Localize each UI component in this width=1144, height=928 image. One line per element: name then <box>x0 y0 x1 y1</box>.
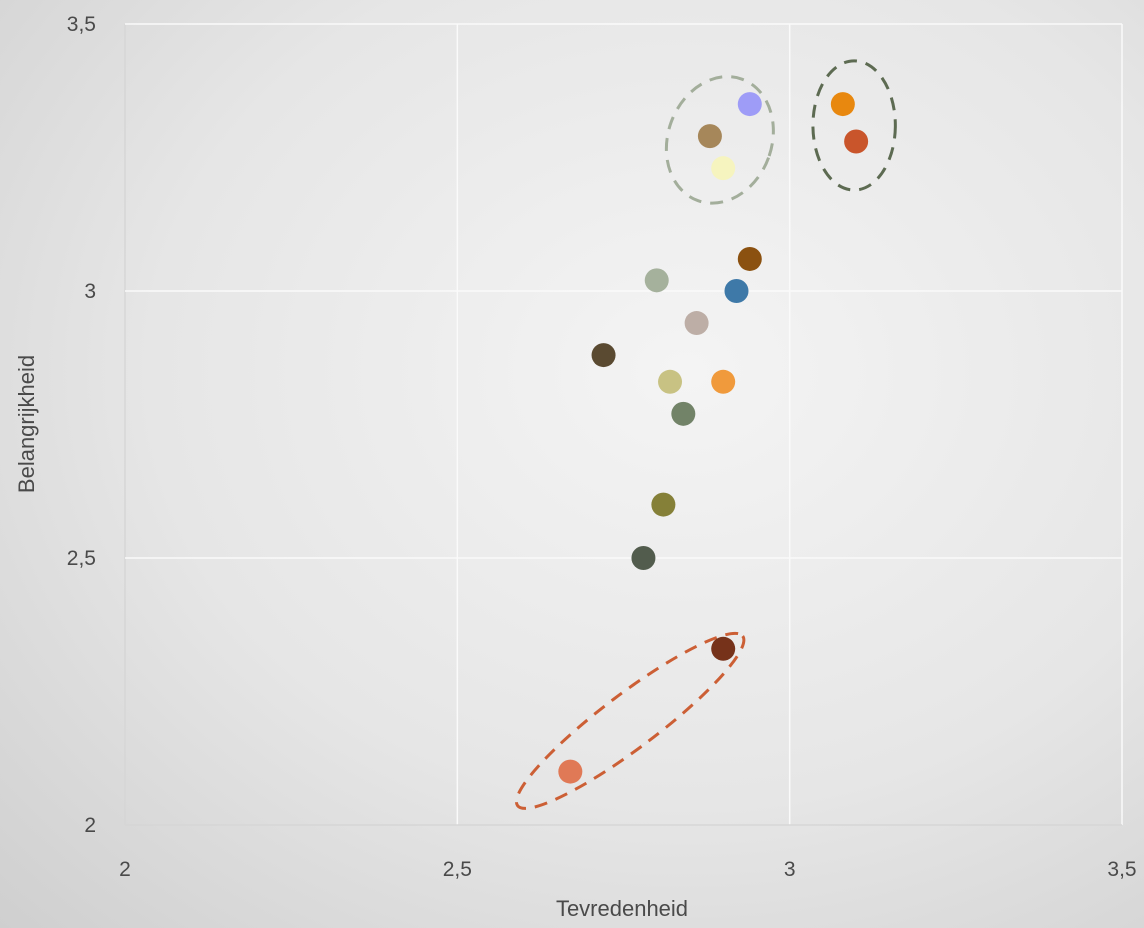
data-point <box>724 279 749 303</box>
gridlines <box>124 23 1123 826</box>
data-point <box>711 369 736 394</box>
y-tick-label: 3 <box>84 280 96 303</box>
y-tick-label: 2 <box>84 814 96 837</box>
data-point <box>697 124 722 149</box>
data-point <box>671 401 696 426</box>
data-point <box>591 343 616 368</box>
data-point <box>658 369 683 394</box>
tick-labels: 2 2,5 3 3,5 2 2,5 3 3,5 <box>67 13 1137 881</box>
cluster-ellipse <box>811 59 897 192</box>
y-tick-label: 2,5 <box>67 547 96 570</box>
cluster-ellipse <box>664 75 775 205</box>
data-point <box>830 92 855 117</box>
cluster-annotations <box>514 59 897 810</box>
x-tick-label: 2 <box>119 858 131 881</box>
data-point <box>844 129 869 154</box>
data-point <box>711 636 736 661</box>
data-points <box>558 92 869 784</box>
y-tick-label: 3,5 <box>67 13 96 36</box>
data-point <box>651 492 676 517</box>
x-axis-title: Tevredenheid <box>556 896 688 921</box>
data-point <box>711 156 736 181</box>
data-point <box>558 759 583 784</box>
data-point <box>631 546 656 570</box>
cluster-ellipse <box>514 631 746 810</box>
x-tick-label: 2,5 <box>443 858 472 881</box>
x-tick-label: 3 <box>784 858 796 881</box>
data-point <box>737 92 762 117</box>
data-point <box>644 268 669 293</box>
data-point <box>737 246 762 271</box>
y-axis-title: Belangrijkheid <box>14 355 39 493</box>
data-point <box>684 311 709 336</box>
x-tick-label: 3,5 <box>1107 858 1136 881</box>
